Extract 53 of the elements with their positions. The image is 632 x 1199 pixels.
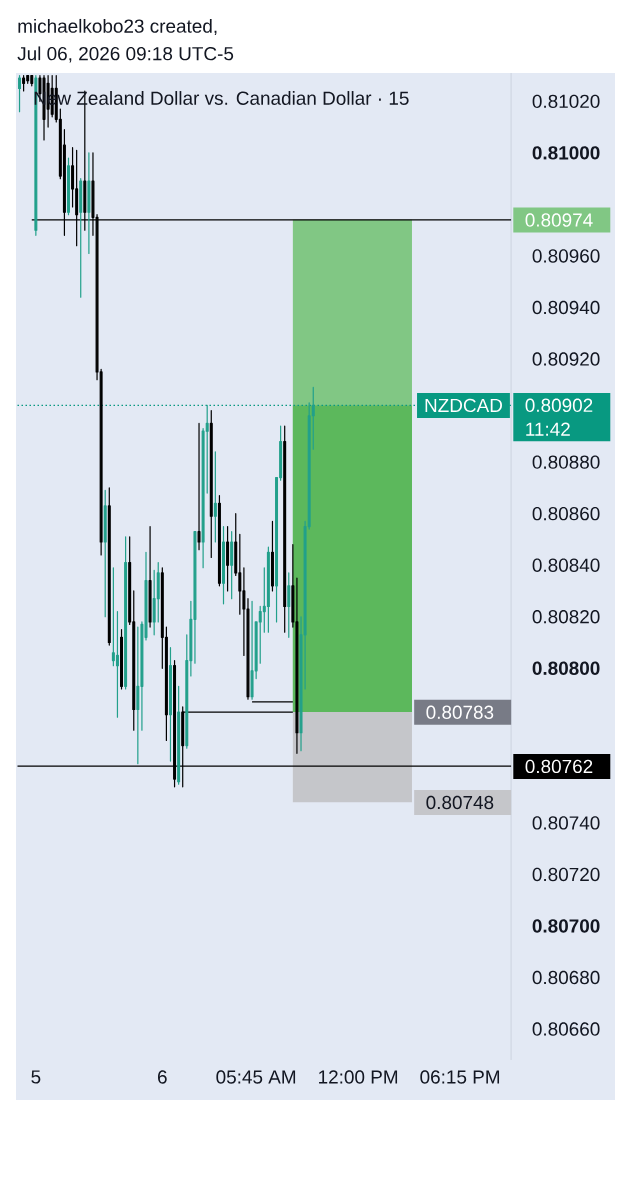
candlestick — [213, 451, 217, 543]
candlestick — [18, 74, 22, 113]
y-tick-label: 0.80860 — [532, 506, 600, 521]
y-tick-label: 0.80680 — [532, 970, 600, 985]
candlestick — [209, 409, 213, 559]
annotation: NZDCAD — [425, 398, 502, 413]
x-tick-label: 06:15 PM — [420, 1070, 500, 1084]
candlestick — [266, 546, 270, 633]
candlestick — [148, 525, 152, 628]
candlestick — [226, 525, 230, 592]
y-tick-label: 0.80880 — [532, 455, 600, 469]
candlestick — [107, 487, 111, 646]
y-tick-label: 0.80840 — [532, 558, 600, 572]
candlestick — [283, 425, 287, 633]
x-tick-label: 12:00 PM — [319, 1070, 398, 1084]
candlestick — [177, 685, 181, 785]
y-tick-label: 0.81000 — [532, 146, 600, 160]
y-tick-label: 0.80740 — [532, 816, 600, 830]
text: michaelkobo23 created, — [18, 18, 217, 36]
candlestick — [230, 531, 234, 600]
ref-line-label: 0.80902 11:42 — [525, 398, 593, 436]
ref-line-label: 0.80762 — [525, 759, 593, 774]
y-tick-label: 0.81020 — [532, 94, 600, 109]
candlestick — [22, 74, 26, 92]
candlestick — [197, 422, 201, 551]
y-tick-label: 0.80700 — [532, 919, 600, 933]
y-tick-label: 0.80800 — [532, 661, 600, 675]
candlestick — [222, 525, 225, 605]
y-tick-label: 0.80720 — [532, 867, 600, 882]
band-label: 0.80748 — [426, 795, 494, 810]
x-tick-label: 05:45 AM — [216, 1070, 296, 1084]
candlestick — [124, 536, 128, 690]
text: Jul 06, 2026 09:18 UTC-5 — [17, 46, 234, 63]
band-label: 0.80783 — [426, 705, 494, 719]
y-tick-label: 0.80820 — [532, 610, 600, 624]
x-tick-label: 5 — [31, 1070, 41, 1084]
y-tick-label: 0.80660 — [532, 1022, 600, 1036]
x-tick-label: 6 — [158, 1070, 167, 1084]
candlestick — [30, 74, 34, 87]
candlestick — [250, 600, 254, 700]
candlestick — [103, 489, 107, 618]
candlestick — [120, 629, 124, 690]
y-tick-label: 0.80940 — [532, 300, 600, 315]
candlestick — [270, 520, 274, 592]
candlestick — [217, 495, 221, 587]
candlestick — [79, 178, 83, 298]
candlestick — [287, 572, 291, 638]
candlestick — [168, 647, 172, 762]
y-tick-label: 0.80920 — [532, 352, 600, 366]
ref-line-label: 0.80974 — [525, 213, 593, 227]
candlestick — [66, 157, 70, 216]
y-tick-label: 0.80960 — [532, 249, 600, 263]
candlestick — [87, 152, 91, 254]
